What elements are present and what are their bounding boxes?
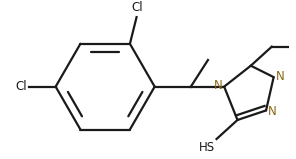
Text: N: N [276,70,284,83]
Text: Cl: Cl [132,1,143,14]
Text: N: N [213,79,222,92]
Text: HS: HS [199,141,215,154]
Text: Cl: Cl [15,80,27,93]
Text: N: N [268,105,277,118]
